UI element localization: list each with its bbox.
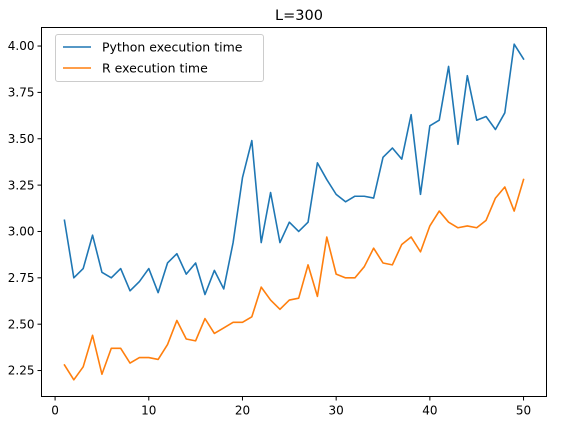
y-tick-label: 2.75 [8,271,35,285]
x-tick-label: 40 [422,404,437,418]
series-line-0 [63,43,525,296]
x-tick-label: 0 [51,404,59,418]
x-tick-label: 10 [141,404,156,418]
y-tick-label: 2.50 [8,317,35,331]
x-tick-label: 50 [516,404,531,418]
x-tick-label: 20 [235,404,250,418]
y-tick-label: 3.25 [8,178,35,192]
y-tick-label: 3.50 [8,132,35,146]
y-tick-label: 4.00 [8,39,35,53]
y-tick-label: 2.25 [8,364,35,378]
series-line-1 [63,178,525,381]
x-tick-label: 30 [329,404,344,418]
y-tick-label: 3.00 [8,225,35,239]
legend: Python execution time R execution time [55,34,264,82]
x-axis: 0 10 20 30 40 50 [51,396,531,418]
series-layer [63,43,525,381]
chart-title: L=300 [275,8,323,24]
y-tick-label: 3.75 [8,86,35,100]
y-axis: 2.25 2.50 2.75 3.00 3.25 3.50 3.75 4.00 [8,39,42,378]
legend-label-python: Python execution time [102,40,243,55]
legend-label-r: R execution time [102,61,208,76]
plot-frame [41,27,547,397]
legend-box [55,34,264,82]
